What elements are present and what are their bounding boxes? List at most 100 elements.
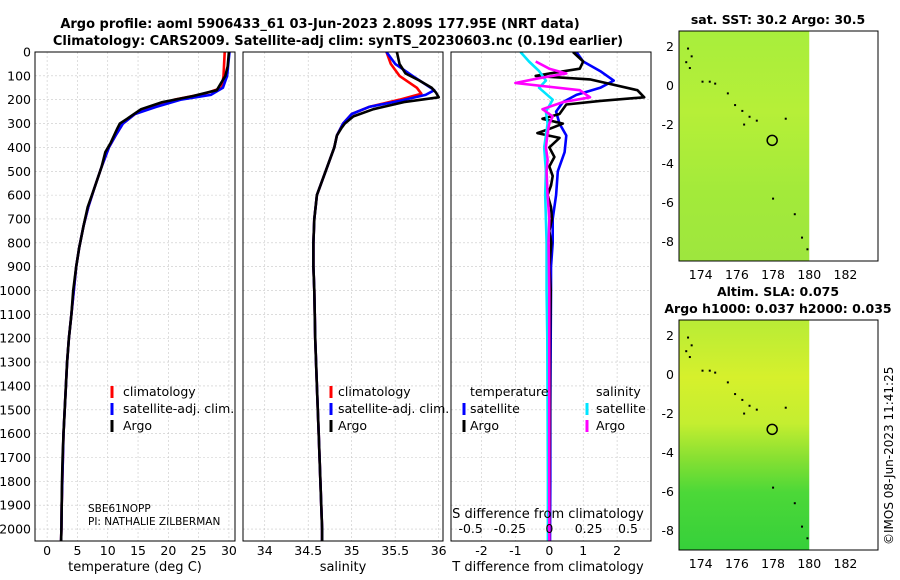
- depth-tick-label: 600: [7, 188, 31, 203]
- lat-tick-label: 0: [666, 367, 674, 382]
- island-dot: [772, 197, 775, 200]
- x-tick-label: 2: [613, 543, 621, 558]
- s-difference-xlabel: S difference from climatology: [452, 507, 644, 522]
- temperature-legend: climatology satellite-adj. clim. Argo: [110, 384, 234, 433]
- legend-label-sal-satellite: satellite: [596, 401, 646, 416]
- x-tick-label: -2: [475, 543, 487, 558]
- depth-tick-label: 1400: [0, 378, 31, 393]
- temperature-xlabel: temperature (deg C): [68, 560, 202, 575]
- island-dot: [772, 486, 775, 489]
- depth-tick-label: 200: [7, 92, 31, 107]
- salinity-axes-frame: [242, 51, 444, 542]
- lon-tick-label: 174: [689, 267, 713, 282]
- sst-lon-tick-labels: 174 176 178 180 182: [689, 267, 858, 282]
- temperature-profile-panel: 0100200300400500600700800900100011001200…: [0, 45, 237, 576]
- sst-map-panel: sat. SST: 30.2 Argo: 30.5 174 176 178 180 18…: [662, 12, 879, 282]
- lon-tick-label: 176: [725, 267, 749, 282]
- salinity-xlabel: salinity: [320, 560, 367, 575]
- lon-tick-label: 180: [797, 267, 821, 282]
- lat-tick-label: -2: [662, 406, 674, 421]
- difference-axes-frame: [450, 51, 652, 542]
- lon-tick-label: 176: [725, 556, 749, 571]
- island-dot: [708, 369, 711, 372]
- sst-map-frame: [678, 30, 879, 262]
- depth-tick-label: 2000: [0, 522, 31, 537]
- sensor-annotation: SBE61NOPP: [88, 503, 151, 515]
- lat-tick-label: 0: [666, 78, 674, 93]
- series-line-climatology: [59, 52, 226, 541]
- island-dot: [755, 408, 758, 411]
- depth-tick-label: 400: [7, 140, 31, 155]
- lon-tick-label: 182: [834, 556, 858, 571]
- sla-coastline: [685, 336, 809, 540]
- island-dot: [734, 104, 737, 107]
- x-tick-label: 1: [579, 543, 587, 558]
- island-dot: [688, 356, 691, 359]
- legend-title-temperature: temperature: [470, 384, 549, 399]
- lon-tick-label: 178: [761, 267, 785, 282]
- island-dot: [688, 67, 691, 70]
- depth-tick-labels: 0 100 200 300 400 500 600 700 800 900 1000 1100 1200…: [0, 45, 31, 537]
- island-dot: [806, 248, 809, 251]
- difference-profile-panel: -2 -1 0 1 2 -0.5 -0.25 0 0.25 0.5 T difference f…: [450, 51, 652, 575]
- depth-tick-label: 1200: [0, 331, 31, 346]
- island-dot: [726, 381, 729, 384]
- x-tick-label: 34: [257, 543, 273, 558]
- depth-tick-label: 900: [7, 259, 31, 274]
- island-dot: [690, 55, 693, 58]
- s-x-tick-label: 0.5: [618, 521, 638, 536]
- island-dot: [748, 404, 751, 407]
- series-line-satellite-adj-clim-: [59, 52, 231, 541]
- s-x-tick-label: -0.5: [458, 521, 482, 536]
- island-dot: [687, 47, 690, 50]
- t-difference-xlabel: T difference from climatology: [451, 560, 644, 575]
- island-dot: [685, 61, 688, 64]
- lat-tick-label: 2: [666, 328, 674, 343]
- series-line-climatology: [312, 52, 423, 541]
- island-dot: [690, 344, 693, 347]
- legend-label-satellite: satellite-adj. clim.: [338, 401, 449, 416]
- x-tick-label: 35.5: [381, 543, 409, 558]
- salinity-series: [312, 52, 441, 541]
- depth-tick-label: 1700: [0, 450, 31, 465]
- x-tick-label: 0: [43, 543, 51, 558]
- legend-label-temp-satellite: satellite: [470, 401, 520, 416]
- depth-tick-label: 0: [23, 45, 31, 60]
- legend-label-climatology: climatology: [338, 384, 411, 399]
- sla-lon-tick-labels: 174 176 178 180 182: [689, 556, 858, 571]
- lat-tick-label: -4: [662, 156, 675, 171]
- sst-coastline: [685, 47, 809, 251]
- island-dot: [793, 213, 796, 216]
- depth-tick-label: 300: [7, 116, 31, 131]
- depth-tick-label: 1900: [0, 498, 31, 513]
- figure-title-line1: Argo profile: aoml 5906433_61 03-Jun-202…: [60, 17, 579, 32]
- difference-series: [514, 52, 646, 541]
- depth-tick-label: 1500: [0, 402, 31, 417]
- island-dot: [743, 412, 746, 415]
- series-line-salinity-argo: [514, 60, 592, 541]
- sla-field: [679, 320, 810, 550]
- sla-map-title-line2: Argo h1000: 0.037 h2000: 0.035: [664, 301, 891, 316]
- legend-label-argo: Argo: [123, 418, 152, 433]
- island-dot: [734, 393, 737, 396]
- sst-field: [679, 31, 810, 261]
- lat-tick-label: -6: [662, 484, 675, 499]
- island-dot: [687, 336, 690, 339]
- t-difference-tick-labels: -2 -1 0 1 2: [475, 543, 621, 558]
- island-dot: [801, 525, 804, 528]
- lat-tick-label: -6: [662, 195, 675, 210]
- temperature-axes-frame: [34, 51, 236, 542]
- sla-lat-tick-labels: 2 0 -2 -4 -6 -8: [662, 328, 675, 538]
- depth-tick-label: 1300: [0, 355, 31, 370]
- series-line-argo: [59, 52, 231, 541]
- x-tick-label: 36: [431, 543, 447, 558]
- island-dot: [806, 537, 809, 540]
- island-dot: [714, 371, 717, 374]
- x-tick-label: 34.5: [294, 543, 322, 558]
- x-tick-label: 30: [221, 543, 237, 558]
- series-line-satellite-adj-clim-: [312, 52, 436, 541]
- s-x-tick-label: 0.25: [575, 521, 603, 536]
- island-dot: [714, 82, 717, 85]
- legend-label-temp-argo: Argo: [470, 418, 499, 433]
- lon-tick-label: 174: [689, 556, 713, 571]
